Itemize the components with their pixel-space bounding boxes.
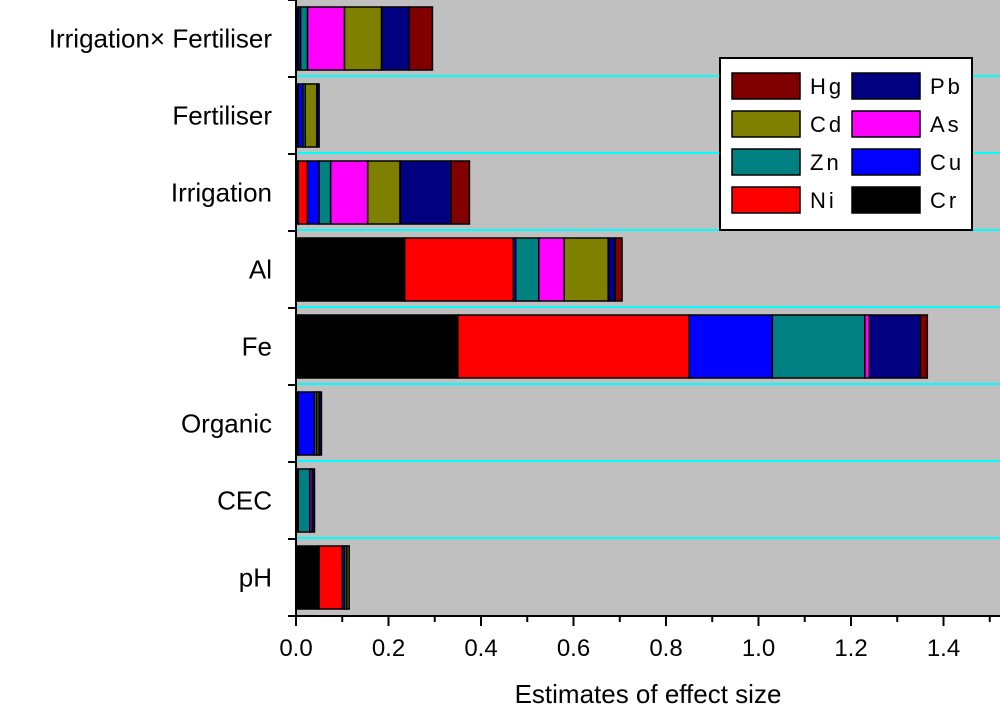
legend-swatch-pb: [851, 72, 921, 100]
bar-segment-hg: [408, 6, 434, 71]
legend-swatch-zn: [731, 148, 801, 176]
x-tick-label: 0.6: [557, 635, 590, 662]
category-label: Fertiliser: [172, 101, 272, 131]
bar-segment-pb: [316, 83, 320, 148]
legend-swatch-cr: [851, 186, 921, 214]
bar-segment-zn: [299, 6, 309, 71]
bar-segment-ni: [457, 314, 690, 379]
bar-segment-hg: [919, 314, 929, 379]
bar-segment-zn: [297, 468, 311, 533]
legend-label-zn: Zn: [810, 150, 842, 175]
bar-segment-pb: [607, 237, 616, 302]
bar-segment-as: [538, 237, 565, 302]
bar-segment-pb: [868, 314, 922, 379]
legend-swatch-ni: [731, 186, 801, 214]
x-tick-label: 1.0: [742, 635, 775, 662]
legend-label-ni: Ni: [810, 188, 837, 213]
bar-segment-zn: [318, 160, 332, 225]
bar-segment-ni: [297, 160, 309, 225]
x-tick-label: 1.2: [834, 635, 867, 662]
legend: Hg Pb Cd As Zn Cu Ni Cr: [719, 57, 973, 231]
bar-segment-cu: [306, 160, 320, 225]
x-tick-label: 0.0: [279, 635, 312, 662]
category-label: Fe: [242, 332, 272, 362]
category-label: Irrigation: [171, 178, 272, 208]
legend-swatch-cd: [731, 110, 801, 138]
legend-label-cu: Cu: [930, 150, 964, 175]
bar-segment-pb: [318, 391, 323, 456]
legend-swatch-as: [851, 110, 921, 138]
bar-segment-zn: [514, 237, 540, 302]
bar-segment-ni: [318, 545, 343, 610]
category-labels: Irrigation× Fertiliser Fertiliser Irrigati…: [49, 24, 273, 593]
bar-segment-zn: [771, 314, 866, 379]
x-axis-title: Estimates of effect size: [515, 679, 782, 706]
category-label: Organic: [181, 409, 272, 439]
bars-group: [295, 6, 929, 610]
x-tick-label: 0.8: [649, 635, 682, 662]
bar-segment-cr: [295, 314, 459, 379]
legend-swatch-hg: [731, 72, 801, 100]
legend-label-as: As: [930, 112, 962, 137]
row-separators: [296, 75, 1000, 539]
category-label: pH: [239, 563, 272, 593]
x-axis-ticks: 0.0 0.2 0.4 0.6 0.8 1.0 1.2 1.4: [279, 616, 991, 662]
legend-label-pb: Pb: [930, 74, 963, 99]
bar-segment-hg: [614, 237, 623, 302]
legend-swatch-cu: [851, 148, 921, 176]
legend-label-hg: Hg: [810, 74, 844, 99]
bar-segment-cd: [346, 545, 350, 610]
legend-label-cr: Cr: [930, 188, 959, 213]
category-label: Irrigation× Fertiliser: [49, 24, 273, 54]
bar-segment-as: [306, 6, 346, 71]
legend-label-cd: Cd: [810, 112, 844, 137]
x-tick-label: 0.4: [464, 635, 497, 662]
y-axis-ticks: [288, 0, 296, 617]
bar-segment-hg: [450, 160, 471, 225]
bar-segment-cd: [304, 83, 318, 148]
bar-segment-pb: [399, 160, 452, 225]
bar-segment-cu: [688, 314, 774, 379]
bar-segment-cd: [366, 160, 401, 225]
category-label: Al: [249, 255, 272, 285]
bar-segment-as: [329, 160, 369, 225]
x-tick-label: 1.4: [927, 635, 960, 662]
bar-segment-cr: [295, 237, 406, 302]
bar-segment-pb: [311, 468, 316, 533]
bar-segment-cd: [563, 237, 609, 302]
bar-segment-cr: [295, 545, 320, 610]
bar-segment-pb: [380, 6, 411, 71]
x-tick-label: 0.2: [372, 635, 405, 662]
bar-segment-ni: [403, 237, 515, 302]
category-label: CEC: [217, 486, 272, 516]
bar-segment-cd: [343, 6, 383, 71]
bar-segment-cu: [297, 391, 316, 456]
